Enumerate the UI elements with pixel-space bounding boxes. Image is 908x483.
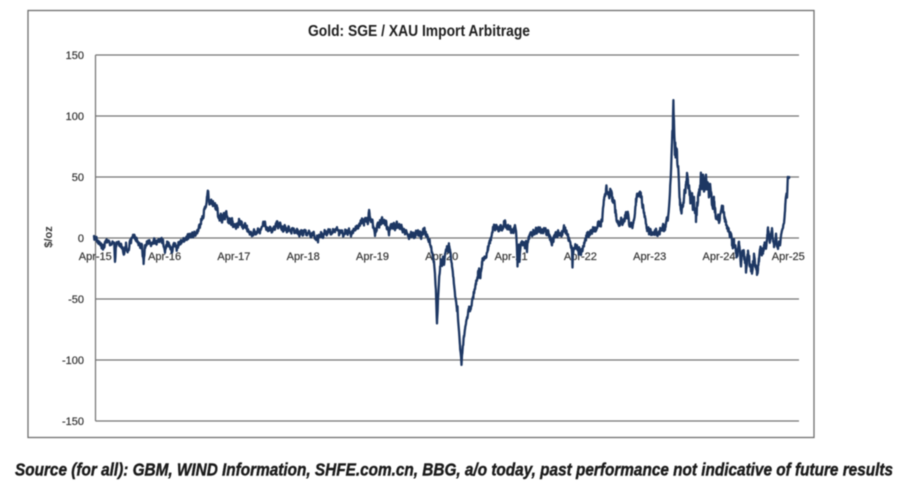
- svg-text:Apr-17: Apr-17: [217, 251, 250, 263]
- svg-text:Apr-19: Apr-19: [356, 251, 389, 263]
- svg-text:Apr-25: Apr-25: [772, 251, 805, 263]
- svg-text:Apr-21: Apr-21: [495, 251, 528, 263]
- svg-text:Apr-16: Apr-16: [148, 251, 181, 263]
- svg-text:Gold: SGE / XAU Import Arbitra: Gold: SGE / XAU Import Arbitrage: [308, 23, 530, 40]
- svg-text:150: 150: [66, 50, 84, 62]
- svg-text:100: 100: [66, 111, 84, 123]
- svg-text:$/oz: $/oz: [43, 226, 55, 248]
- svg-text:Apr-24: Apr-24: [702, 251, 735, 263]
- svg-text:0: 0: [78, 233, 84, 245]
- svg-text:Apr-18: Apr-18: [287, 251, 320, 263]
- svg-text:Apr-23: Apr-23: [633, 251, 666, 263]
- svg-text:Apr-15: Apr-15: [79, 251, 112, 263]
- svg-text:-100: -100: [62, 355, 84, 367]
- svg-text:-50: -50: [68, 294, 84, 306]
- svg-text:Source (for all): GBM, WIND In: Source (for all): GBM, WIND Information,…: [15, 460, 893, 480]
- svg-text:50: 50: [72, 172, 84, 184]
- svg-text:-150: -150: [62, 416, 84, 428]
